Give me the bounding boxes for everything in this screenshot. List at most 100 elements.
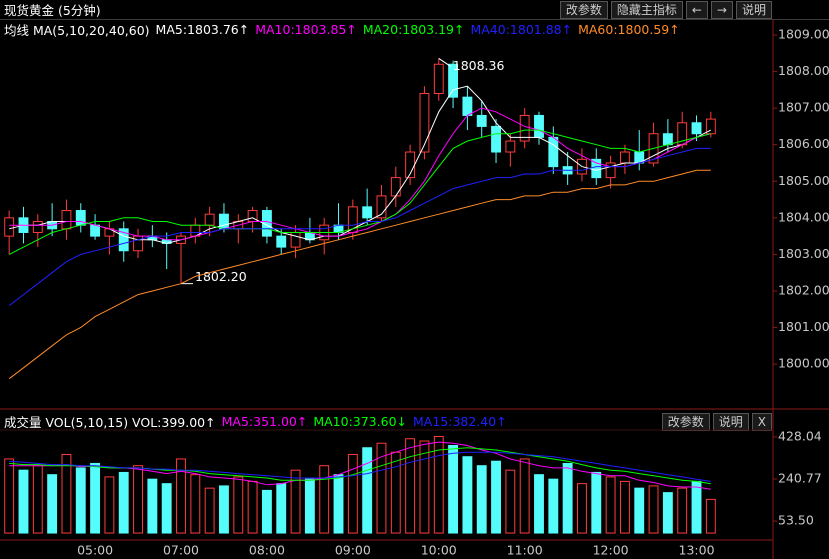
candle-body xyxy=(491,125,501,153)
toolbar-buttons: 改参数 隐藏主指标 ← → 说明 xyxy=(559,1,772,19)
candle-body xyxy=(605,162,616,179)
volume-bar xyxy=(4,458,15,534)
volume-bar xyxy=(347,453,358,534)
candle-body xyxy=(448,63,459,98)
volume-bar xyxy=(161,483,172,534)
volume-panel: 428.04 240.77 53.50 05:00 07:00 08:00 09:00 10:… xyxy=(4,428,822,558)
x-tick-label: 10:00 xyxy=(421,543,457,558)
candle-body xyxy=(419,93,430,153)
y-tick-label: 1800.00 xyxy=(778,356,829,371)
volume-bar xyxy=(433,436,444,534)
volume-bar xyxy=(32,465,43,534)
volume-bar xyxy=(75,467,86,534)
volume-bar xyxy=(333,474,344,534)
volume-bar xyxy=(47,474,58,534)
candle-body xyxy=(476,114,487,127)
instrument-title: 现货黄金 (5分钟) xyxy=(4,3,101,18)
y-tick-label: 1802.00 xyxy=(778,282,829,297)
x-tick-label: 11:00 xyxy=(507,543,543,558)
candle-body xyxy=(376,195,387,219)
toolbar-button[interactable]: 改参数 xyxy=(559,1,608,19)
x-tick-label: 08:00 xyxy=(249,543,285,558)
volume-bar xyxy=(133,465,143,534)
volume-bar xyxy=(376,442,387,534)
annotation-label: 1802.20 xyxy=(195,269,247,284)
y-tick-label: 1805.00 xyxy=(778,173,829,188)
volume-bar xyxy=(662,492,673,534)
volume-bar xyxy=(548,478,559,534)
volume-bar xyxy=(261,489,272,534)
legend-entry: MA20:1803.19↑ xyxy=(362,22,465,37)
toolbar-button[interactable]: → xyxy=(710,1,733,19)
y-tick-label: 1807.00 xyxy=(778,100,829,115)
volume-bar xyxy=(61,453,72,534)
candle-body xyxy=(548,136,559,168)
y-tick-label: 1806.00 xyxy=(778,136,829,151)
candle-body xyxy=(118,228,129,252)
candle-body xyxy=(362,206,373,219)
volume-bar xyxy=(405,438,416,534)
y-tick-label: 1808.00 xyxy=(778,63,829,78)
candle-body xyxy=(591,158,602,179)
volume-bar xyxy=(462,456,473,534)
volume-bar xyxy=(419,440,430,534)
candle-body xyxy=(290,231,301,248)
candle-body xyxy=(75,210,86,226)
candle-body xyxy=(32,220,43,233)
panel-button[interactable]: 说明 xyxy=(712,413,749,431)
legend-entry: MA5:1803.76↑ xyxy=(155,22,250,37)
y-tick-label: 53.50 xyxy=(778,513,814,528)
x-tick-label: 09:00 xyxy=(335,543,371,558)
volume-bar xyxy=(118,471,129,534)
toolbar-button[interactable]: 隐藏主指标 xyxy=(610,1,683,19)
candle-body xyxy=(662,133,673,146)
volume-bar xyxy=(534,474,544,534)
candle-body xyxy=(390,177,401,197)
toolbar-button[interactable]: 说明 xyxy=(735,1,772,19)
price-panel: 1809.00 1808.00 1807.00 1806.00 1805.00 1804.… xyxy=(4,26,829,380)
volume-bar xyxy=(390,451,401,534)
volume-bar xyxy=(705,498,716,534)
candle-body xyxy=(133,235,143,252)
candle-body xyxy=(462,96,473,116)
ma-line xyxy=(9,85,712,244)
candle-body xyxy=(4,217,15,237)
volume-bar xyxy=(491,460,501,534)
y-tick-label: 1809.00 xyxy=(778,26,829,41)
panel-button[interactable]: 改参数 xyxy=(661,413,710,431)
volume-bar xyxy=(562,462,573,534)
x-tick-label: 13:00 xyxy=(679,543,715,558)
volume-bar xyxy=(677,487,688,534)
volume-bar xyxy=(577,483,587,534)
ma-line xyxy=(9,447,711,485)
volume-bar xyxy=(276,483,287,534)
volume-bar xyxy=(233,476,244,534)
main-legend: 均线 MA(5,10,20,40,60) MA5:1803.76↑ MA10:18… xyxy=(0,20,686,39)
volume-bar xyxy=(304,478,315,534)
y-tick-label: 428.04 xyxy=(778,428,822,443)
volume-bar xyxy=(247,480,258,534)
candle-body xyxy=(61,210,72,230)
candle-body xyxy=(219,213,229,230)
ma-line xyxy=(9,107,711,241)
volume-bar xyxy=(290,469,301,534)
candle-body xyxy=(276,235,287,248)
toolbar-button[interactable]: ← xyxy=(685,1,708,19)
ma-line xyxy=(8,147,711,306)
ma-line xyxy=(8,129,711,255)
ma-line xyxy=(9,451,711,482)
x-tick-label: 12:00 xyxy=(593,543,629,558)
y-tick-label: 1803.00 xyxy=(778,246,829,261)
volume-bar xyxy=(448,444,459,534)
volume-legend: 成交量 VOL(5,10,15) VOL:399.00↑ MA5:351.00↑… xyxy=(0,412,513,431)
ma-line xyxy=(9,441,711,490)
volume-bar xyxy=(691,480,702,534)
volume-bar xyxy=(219,485,229,534)
y-tick-label: 1801.00 xyxy=(778,319,829,334)
volume-bar xyxy=(204,487,215,534)
volume-bar xyxy=(190,474,201,534)
legend-entry: MA5:351.00↑ xyxy=(221,414,308,429)
volume-buttons: 改参数 说明 X xyxy=(661,413,772,431)
legend-entry: MA40:1801.88↑ xyxy=(470,22,573,37)
